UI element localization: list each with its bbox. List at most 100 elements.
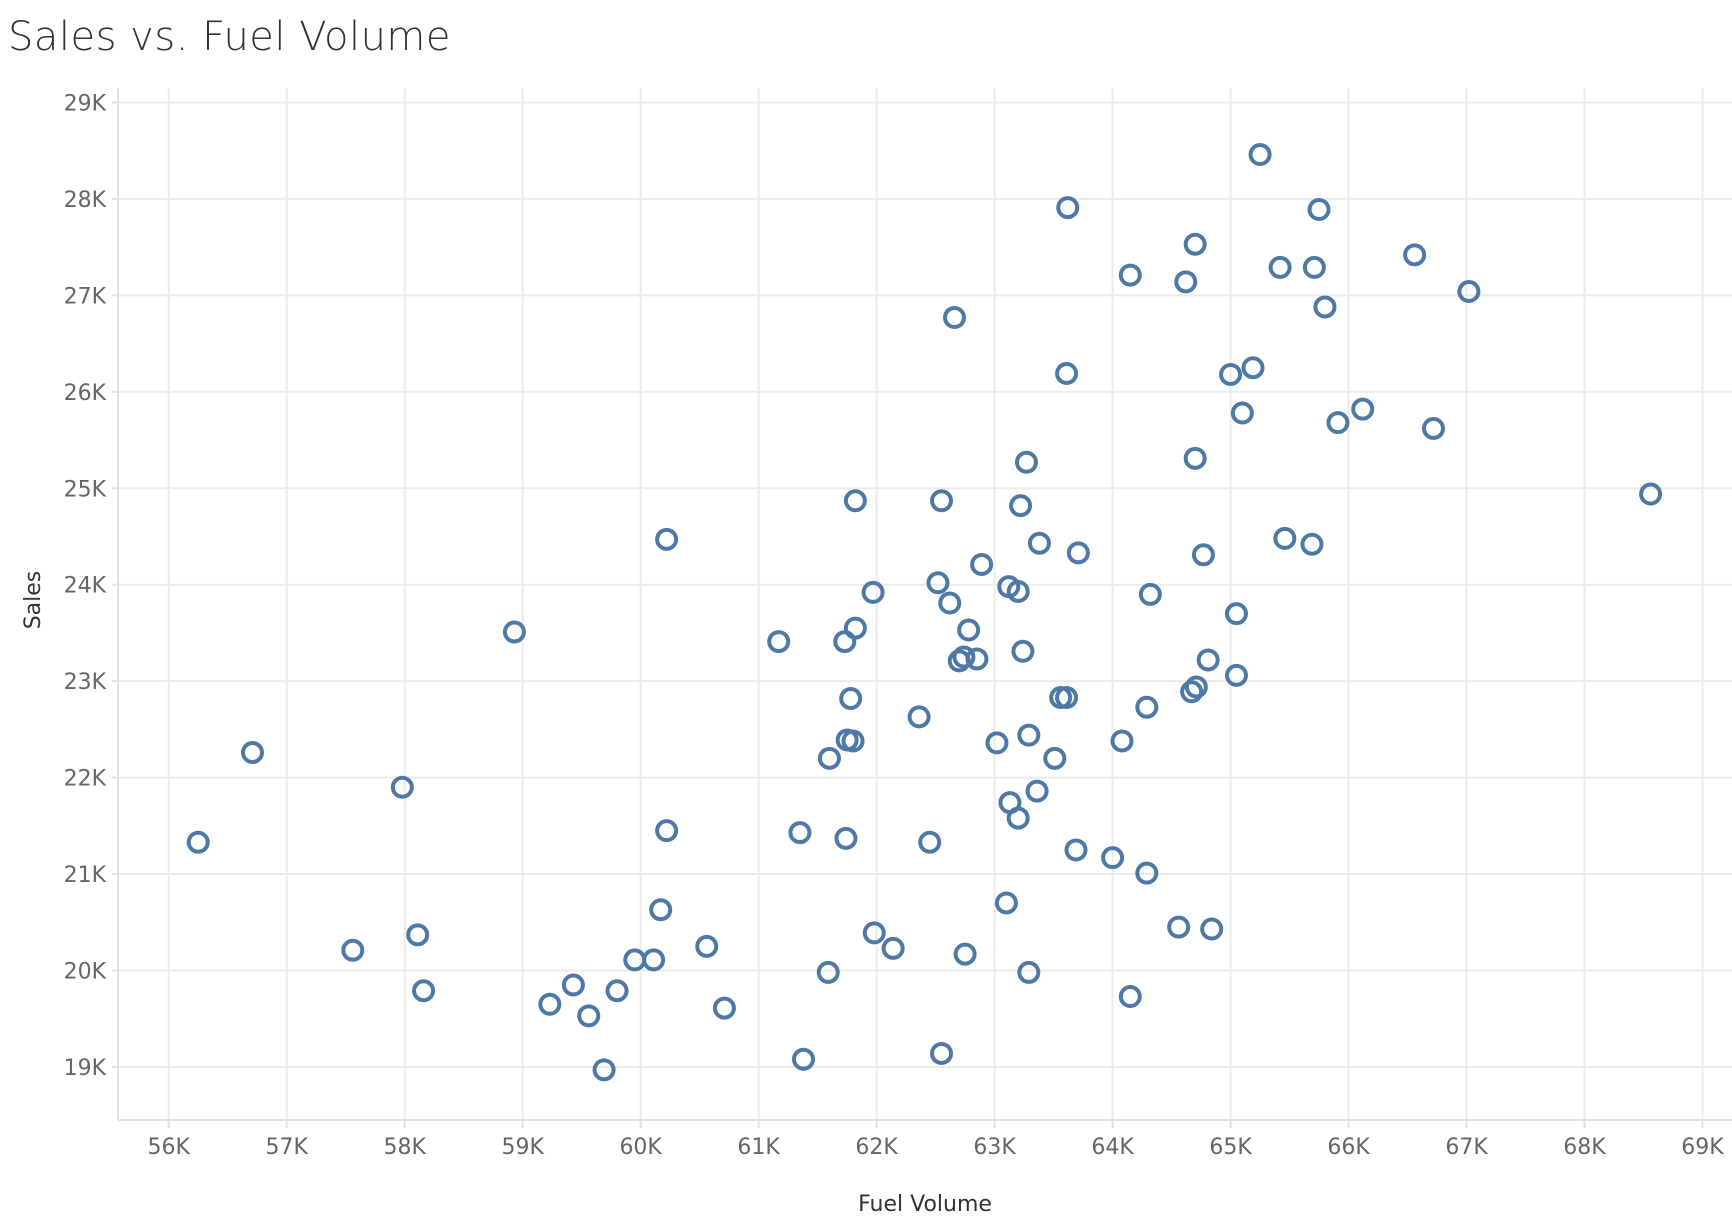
x-tick-label: 66K [1327, 1135, 1370, 1160]
data-point[interactable] [642, 948, 666, 972]
data-point[interactable] [1055, 686, 1079, 710]
data-point[interactable] [1351, 397, 1375, 421]
data-point[interactable] [502, 620, 526, 644]
data-point[interactable] [926, 571, 950, 595]
data-point[interactable] [1403, 243, 1427, 267]
data-point[interactable] [1101, 846, 1125, 870]
data-point[interactable] [1224, 663, 1248, 687]
data-point[interactable] [1191, 543, 1215, 567]
data-point[interactable] [561, 973, 585, 997]
data-point[interactable] [918, 830, 942, 854]
data-point[interactable] [970, 552, 994, 576]
data-point[interactable] [843, 489, 867, 513]
data-point[interactable] [1043, 746, 1067, 770]
data-point[interactable] [1138, 582, 1162, 606]
data-point[interactable] [712, 996, 736, 1020]
data-point[interactable] [1639, 482, 1663, 506]
data-point[interactable] [1006, 806, 1030, 830]
data-point[interactable] [1184, 675, 1208, 699]
data-point[interactable] [1268, 255, 1292, 279]
data-point[interactable] [1066, 541, 1090, 565]
data-point[interactable] [788, 821, 812, 845]
y-tick-label: 28K [64, 188, 107, 213]
data-point[interactable] [1248, 143, 1272, 167]
data-point[interactable] [938, 591, 962, 615]
data-point[interactable] [1135, 695, 1159, 719]
data-point[interactable] [862, 921, 886, 945]
data-point[interactable] [907, 705, 931, 729]
data-point[interactable] [655, 819, 679, 843]
data-point[interactable] [390, 775, 414, 799]
data-point[interactable] [1110, 729, 1134, 753]
data-point[interactable] [994, 891, 1018, 915]
data-point[interactable] [1014, 450, 1038, 474]
data-point[interactable] [1180, 680, 1204, 704]
data-point[interactable] [1017, 723, 1041, 747]
data-point[interactable] [649, 898, 673, 922]
data-point[interactable] [1241, 356, 1265, 380]
data-point[interactable] [942, 306, 966, 330]
data-point[interactable] [965, 647, 989, 671]
data-point[interactable] [952, 645, 976, 669]
data-point[interactable] [816, 960, 840, 984]
data-point[interactable] [1006, 579, 1030, 603]
data-point[interactable] [1135, 861, 1159, 885]
data-point[interactable] [1273, 526, 1297, 550]
x-tick-label: 67K [1445, 1135, 1488, 1160]
data-point[interactable] [834, 826, 858, 850]
data-point[interactable] [1457, 280, 1481, 304]
data-point[interactable] [930, 1041, 954, 1065]
data-point[interactable] [1307, 198, 1331, 222]
data-point[interactable] [985, 731, 1009, 755]
data-point[interactable] [1118, 985, 1142, 1009]
data-point[interactable] [1200, 917, 1224, 941]
data-point[interactable] [1064, 838, 1088, 862]
data-point[interactable] [1230, 401, 1254, 425]
data-point[interactable] [241, 741, 264, 765]
data-point[interactable] [767, 630, 791, 654]
data-point[interactable] [1056, 196, 1080, 220]
chart-title: Sales vs. Fuel Volume [8, 14, 451, 60]
data-point[interactable] [1196, 648, 1220, 672]
data-point[interactable] [953, 942, 977, 966]
data-point[interactable] [1118, 263, 1142, 287]
data-point[interactable] [791, 1047, 815, 1071]
data-point[interactable] [406, 923, 430, 947]
data-point[interactable] [1009, 494, 1033, 518]
data-point[interactable] [1025, 779, 1049, 803]
data-point[interactable] [1017, 960, 1041, 984]
data-point[interactable] [592, 1058, 616, 1082]
data-point[interactable] [841, 729, 865, 753]
data-point[interactable] [1183, 232, 1207, 256]
y-axis-title: Sales [21, 571, 46, 630]
data-point[interactable] [1300, 532, 1324, 556]
data-point[interactable] [839, 687, 863, 711]
data-point[interactable] [881, 936, 905, 960]
data-point[interactable] [1422, 416, 1446, 440]
data-point[interactable] [655, 527, 679, 551]
data-point[interactable] [186, 830, 210, 854]
data-point[interactable] [1302, 255, 1326, 279]
data-point[interactable] [1167, 915, 1191, 939]
data-point[interactable] [1224, 602, 1248, 626]
data-point[interactable] [538, 992, 562, 1016]
data-point[interactable] [957, 618, 981, 642]
data-point[interactable] [341, 938, 365, 962]
data-point[interactable] [1313, 295, 1337, 319]
data-point[interactable] [1027, 531, 1051, 555]
data-point[interactable] [1174, 270, 1198, 294]
data-point[interactable] [695, 934, 719, 958]
data-point[interactable] [577, 1004, 601, 1028]
data-point[interactable] [833, 630, 857, 654]
data-point[interactable] [817, 746, 841, 770]
data-point[interactable] [1011, 639, 1035, 663]
data-point[interactable] [1055, 361, 1079, 385]
data-point[interactable] [412, 979, 436, 1003]
data-point[interactable] [1326, 411, 1350, 435]
data-point[interactable] [605, 979, 629, 1003]
data-point[interactable] [861, 580, 885, 604]
data-point[interactable] [930, 489, 954, 513]
data-point[interactable] [1219, 362, 1243, 386]
data-point[interactable] [1183, 446, 1207, 470]
